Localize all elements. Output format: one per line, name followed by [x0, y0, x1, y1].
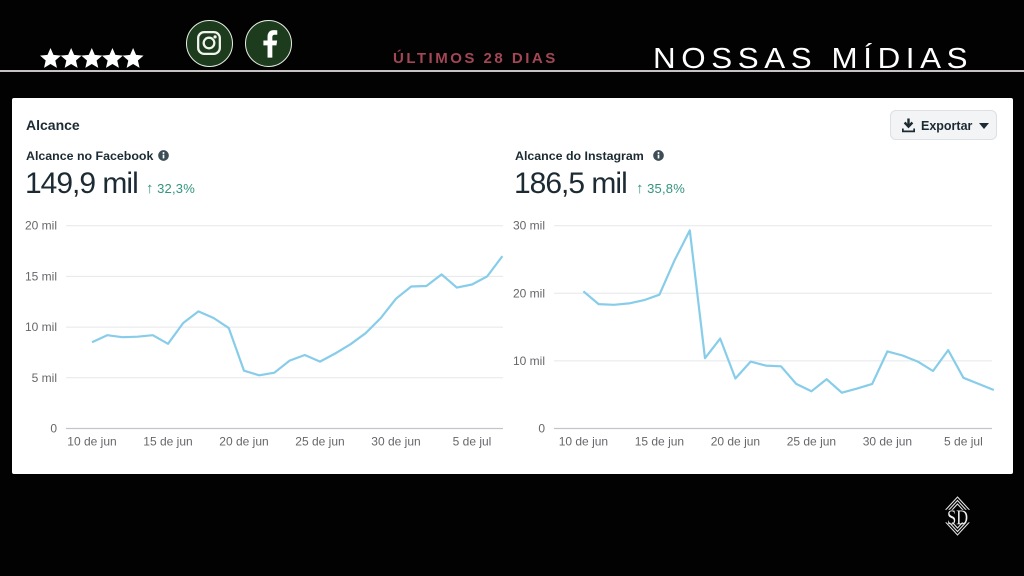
svg-text:10 de jun: 10 de jun — [67, 435, 116, 449]
svg-text:25 de jun: 25 de jun — [787, 435, 836, 449]
svg-text:15 de jun: 15 de jun — [635, 435, 684, 449]
svg-text:30 mil: 30 mil — [513, 219, 545, 233]
svg-text:0: 0 — [50, 422, 57, 436]
svg-text:25 de jun: 25 de jun — [295, 435, 344, 449]
svg-text:10 mil: 10 mil — [513, 354, 545, 368]
svg-text:20 de jun: 20 de jun — [219, 435, 268, 449]
svg-text:0: 0 — [538, 422, 545, 436]
svg-text:10 mil: 10 mil — [25, 320, 57, 334]
svg-text:30 de jun: 30 de jun — [371, 435, 420, 449]
svg-text:5 de jul: 5 de jul — [944, 435, 983, 449]
svg-text:30 de jun: 30 de jun — [863, 435, 912, 449]
svg-text:10 de jun: 10 de jun — [559, 435, 608, 449]
svg-text:15 mil: 15 mil — [25, 269, 57, 283]
svg-text:15 de jun: 15 de jun — [143, 435, 192, 449]
svg-text:20 mil: 20 mil — [25, 219, 57, 233]
svg-text:20 de jun: 20 de jun — [711, 435, 760, 449]
svg-text:5 de jul: 5 de jul — [453, 435, 492, 449]
svg-text:5 mil: 5 mil — [32, 371, 57, 385]
svg-text:20 mil: 20 mil — [513, 286, 545, 300]
